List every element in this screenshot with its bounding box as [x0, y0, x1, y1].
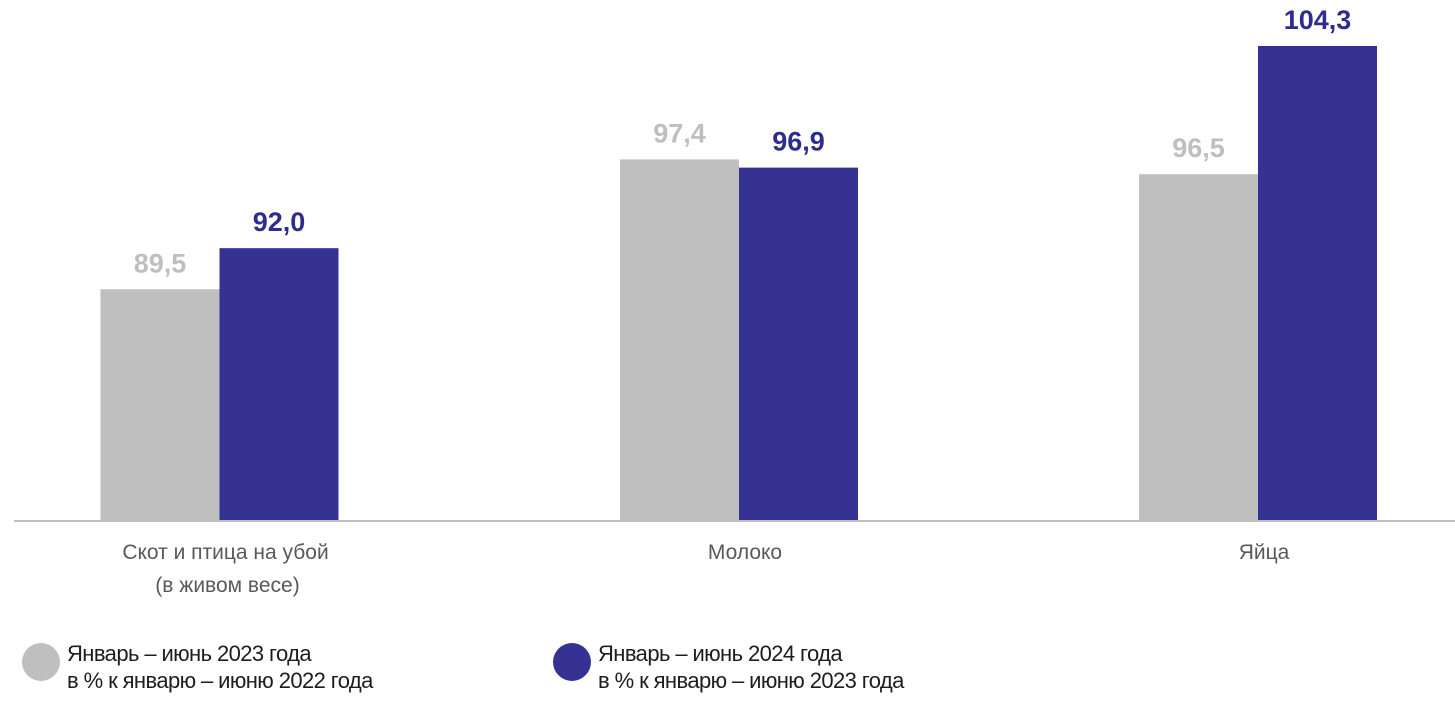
bar-series-2-cat-3 — [1258, 46, 1377, 521]
legend-label-series-1-line-1: Январь – июнь 2023 года — [67, 641, 312, 666]
category-labels-layer: Скот и птица на убой (в живом весе) Молоко… — [122, 541, 1289, 597]
value-label-series-1-cat-1: 89,5 — [134, 248, 187, 278]
value-label-series-1-cat-3: 96,5 — [1172, 133, 1225, 163]
legend-marker-series-1 — [22, 643, 60, 681]
bar-series-2-cat-2 — [739, 167, 858, 522]
legend-label-series-2-line-2: в % к январю – июню 2023 года — [598, 668, 904, 693]
category-label-3: Яйца — [1239, 541, 1290, 564]
category-label-1-line-1: Скот и птица на убой — [122, 541, 328, 564]
legend-label-series-1: Январь – июнь 2023 года в % к январю – и… — [67, 640, 373, 694]
bar-series-2-cat-1 — [219, 248, 339, 521]
category-label-1: Скот и птица на убой (в живом весе) — [122, 541, 328, 597]
value-label-series-1-cat-2: 97,4 — [653, 118, 706, 148]
legend-item-series-2: Январь – июнь 2024 года в % к январю – и… — [553, 640, 904, 694]
value-labels-layer: 89,5 97,4 96,5 92,0 96,9 104,3 — [134, 5, 1352, 278]
bars-layer — [100, 46, 1377, 522]
legend-label-series-2: Январь – июнь 2024 года в % к январю – и… — [598, 640, 904, 694]
legend-label-series-2-line-1: Январь – июнь 2024 года — [598, 641, 843, 666]
legend-item-series-1: Январь – июнь 2023 года в % к январю – и… — [22, 640, 373, 694]
value-label-series-2-cat-2: 96,9 — [772, 127, 825, 157]
legend-marker-series-2 — [553, 643, 591, 681]
category-label-1-line-2: (в живом весе) — [155, 574, 299, 597]
category-label-2-line-1: Молоко — [708, 541, 782, 564]
bar-series-1-cat-1 — [100, 289, 220, 521]
value-label-series-2-cat-1: 92,0 — [253, 207, 306, 237]
category-label-3-line-1: Яйца — [1239, 541, 1290, 564]
bar-series-1-cat-2 — [620, 159, 739, 521]
bar-series-1-cat-3 — [1139, 174, 1258, 522]
legend-label-series-1-line-2: в % к январю – июню 2022 года — [67, 668, 373, 693]
category-label-2: Молоко — [708, 541, 782, 564]
value-label-series-2-cat-3: 104,3 — [1284, 5, 1352, 35]
